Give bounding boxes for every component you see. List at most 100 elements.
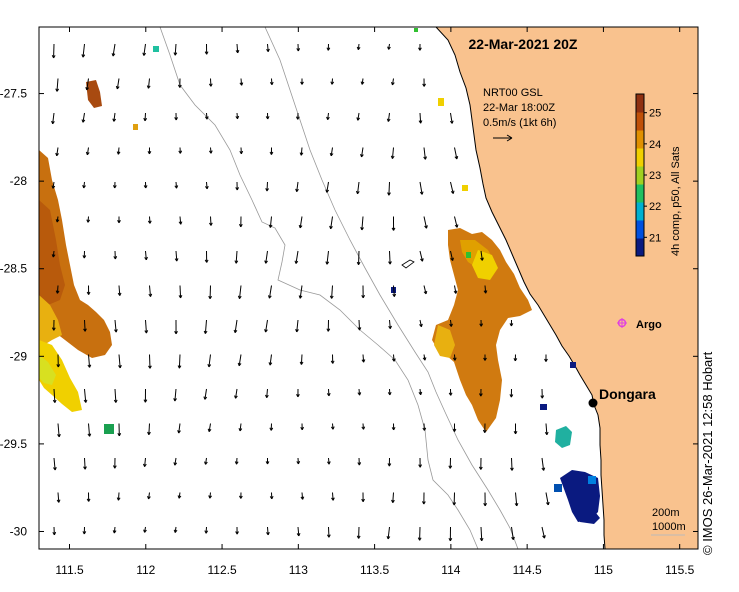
current-arrow [545,492,550,506]
current-arrow [357,388,362,396]
current-arrow [204,250,209,263]
sst-cells [39,28,600,524]
current-arrow [388,319,392,330]
current-arrow [174,319,178,335]
current-arrow [329,285,334,299]
current-arrow [299,147,304,156]
current-arrow [479,526,484,542]
colorbar-tick-label: 23 [649,170,661,182]
current-arrow [356,250,361,265]
current-arrow [361,492,365,502]
current-arrow [453,285,458,294]
current-arrow [454,147,459,160]
current-arrow [147,216,152,224]
current-arrow [173,457,178,466]
current-arrow [208,78,213,87]
current-arrow [86,216,91,223]
colorbar-label: 4h comp, p50, All Sats [670,146,682,256]
current-arrow [452,423,457,432]
current-arrow [234,457,239,465]
current-arrow [356,112,361,121]
current-arrow [114,319,118,333]
current-arrow [356,526,361,539]
current-arrow [423,147,427,160]
current-arrow [208,285,213,300]
current-arrow [81,43,86,58]
current-arrow [204,526,209,534]
current-arrow [541,457,546,471]
current-arrow [422,492,426,505]
current-arrow [147,492,151,500]
current-arrow [178,285,183,299]
current-arrow [357,457,362,466]
current-arrow [85,78,90,91]
current-arrow [208,147,213,154]
current-arrow [233,319,238,334]
current-arrow [326,319,331,332]
current-arrow [112,181,117,189]
current-arrow [511,526,515,541]
current-arrow [207,354,212,368]
current-arrow [419,319,423,328]
current-arrow [55,78,60,92]
current-arrow [360,78,365,85]
current-arrow [204,457,208,465]
current-arrow [418,457,423,468]
current-arrow [239,492,243,499]
current-arrow [513,354,518,362]
current-arrow [204,112,209,120]
current-arrow [325,181,330,193]
current-arrow [296,526,301,537]
current-time-label: 22-Mar 18:00Z [483,102,555,114]
x-axis: 111.5 112 112.5 113 113.5 114 114.5 115 115.5 [55,27,695,577]
current-arrow [296,43,301,52]
current-arrow [266,526,270,536]
current-arrow [326,526,331,538]
current-arrow [423,216,428,229]
current-arrow [448,388,453,396]
current-arrow [513,423,518,435]
current-arrow [326,43,331,51]
current-arrow [173,388,177,402]
dongara-dot-icon[interactable] [588,398,598,408]
current-arrow [269,147,274,155]
colorbar-segment [636,220,644,239]
current-arrow [235,112,240,120]
current-arrow [391,423,396,431]
current-arrow [268,354,273,366]
current-arrow [422,423,427,431]
current-arrow [300,78,304,85]
current-arrow [478,457,483,470]
current-arrow [143,388,148,403]
current-arrow [454,216,459,228]
current-arrow [544,354,548,362]
current-arrow [52,388,57,403]
current-arrow [326,457,331,465]
current-arrow [113,250,118,260]
current-arrow [235,43,240,54]
current-arrow [174,250,179,262]
current-arrow [418,43,422,51]
isobath-200m [264,27,519,549]
current-arrow [452,354,457,361]
current-arrow [148,354,152,369]
current-arrow [391,216,396,231]
argo-marker-icon[interactable] [617,318,627,328]
colorbar-segment [636,148,644,167]
current-arrow [51,319,56,331]
current-arrow [361,354,366,363]
current-arrow [417,526,422,541]
current-arrow [203,319,208,334]
current-arrow [235,181,240,191]
current-arrow [178,216,183,225]
x-tick-label: 114 [441,563,460,577]
current-arrow [177,354,182,369]
current-arrow [146,78,151,89]
current-arrow [294,250,299,264]
current-arrow [111,43,116,57]
current-arrow [483,492,488,507]
current-arrow [418,112,423,124]
current-arrow [449,319,453,327]
current-arrow [55,216,60,223]
current-arrow [265,388,269,398]
